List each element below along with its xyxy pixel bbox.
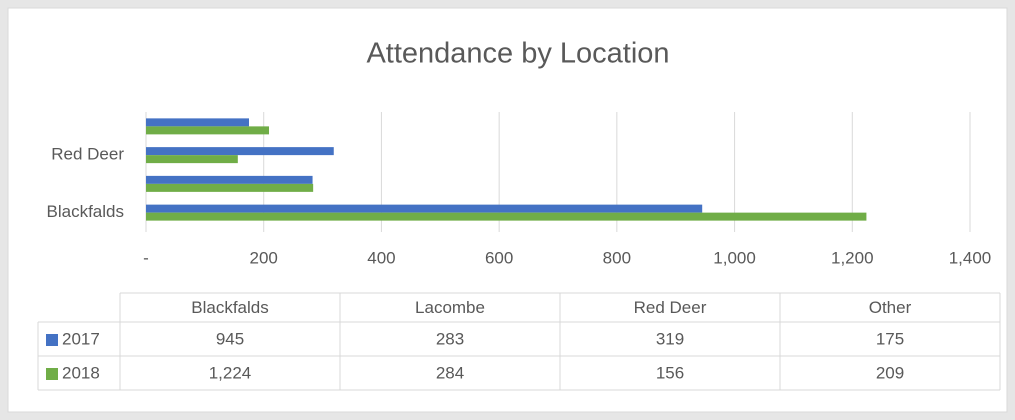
table-cell: 209 <box>876 363 904 382</box>
table-cell: 319 <box>656 329 684 348</box>
x-tick-label: 800 <box>603 248 631 267</box>
x-tick-label: 400 <box>367 248 395 267</box>
table-cell: 1,224 <box>209 363 252 382</box>
chart-title: Attendance by Location <box>366 38 669 70</box>
x-tick-label: - <box>143 248 149 267</box>
y-tick-label: Blackfalds <box>47 202 124 221</box>
x-tick-label: 600 <box>485 248 513 267</box>
bar <box>146 118 249 127</box>
bar <box>146 183 314 192</box>
table-header: Red Deer <box>634 298 707 317</box>
x-tick-label: 1,000 <box>713 248 756 267</box>
table-cell: 175 <box>876 329 904 348</box>
table-cell: 283 <box>436 329 464 348</box>
table-cell: 945 <box>216 329 244 348</box>
legend-label: 2017 <box>62 329 100 348</box>
x-tick-label: 1,400 <box>949 248 992 267</box>
legend-label: 2018 <box>62 363 100 382</box>
x-tick-label: 1,200 <box>831 248 874 267</box>
bar <box>146 212 867 221</box>
bar <box>146 175 313 184</box>
bar <box>146 126 270 135</box>
legend-swatch <box>46 368 58 380</box>
table-cell: 156 <box>656 363 684 382</box>
bar <box>146 155 238 164</box>
y-tick-label: Red Deer <box>51 145 124 164</box>
table-header: Blackfalds <box>191 298 268 317</box>
legend-swatch <box>46 334 58 346</box>
table-header: Other <box>869 298 912 317</box>
bar <box>146 147 334 156</box>
table-header: Lacombe <box>415 298 485 317</box>
bar <box>146 204 703 213</box>
table-cell: 284 <box>436 363 464 382</box>
x-tick-label: 200 <box>250 248 278 267</box>
